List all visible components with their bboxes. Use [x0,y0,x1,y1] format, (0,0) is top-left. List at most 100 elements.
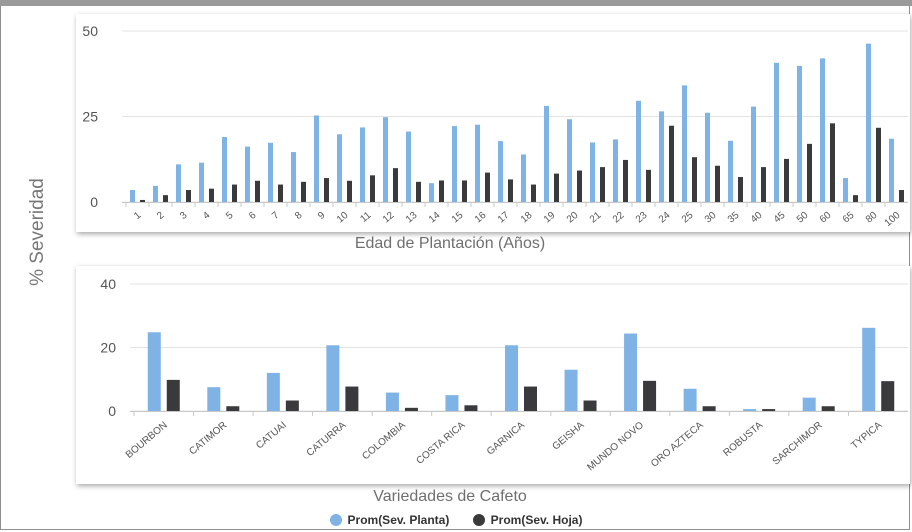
chart-variedades-cafeto: 0 20 40 BOURBON CATIMOR CATUAI CATURRA COLOMBIA… [100,276,908,473]
bar-planta [452,126,457,202]
x-tick-label: 11 [358,210,373,225]
bar-hoja [623,159,628,202]
bar-planta [889,138,894,202]
x-tick-label: 50 [795,210,811,226]
y-tick-label: 20 [100,340,116,356]
bar-planta [153,185,158,202]
y-tick-label: 0 [108,403,116,419]
x-tick-label: 6 [247,210,259,222]
window-top-bar [0,0,912,6]
bar-hoja [301,181,306,202]
bar-hoja [404,407,418,411]
x-tick-label: 35 [726,210,742,226]
x-tick-label: 25 [680,210,696,226]
bar-hoja [643,380,657,411]
bar-planta [385,392,399,411]
x-tick-label: 30 [703,210,719,226]
bar-planta [505,345,518,411]
bar-hoja [255,180,260,202]
bar-planta [624,333,638,411]
legend-dot-planta [329,513,342,526]
x-tick-label: 60 [818,210,834,226]
x-tick-label: CATUAI [254,420,289,452]
bar-hoja [285,400,299,411]
bar-planta [802,397,816,411]
bar-hoja [669,125,674,202]
bar-planta [176,164,181,202]
bar-hoja [807,143,812,202]
x-tick-label: SARCHIMOR [771,420,825,468]
bar-planta [445,395,459,411]
x-axis-title-variedades: Variedades de Cafeto [373,488,527,505]
bar-planta [613,139,618,202]
x-tick-label: 9 [316,210,328,222]
bar-hoja [370,175,375,202]
legend-item-hoja[interactable]: Prom(Sev. Hoja) [472,512,583,527]
bar-hoja [439,180,444,202]
bar-hoja [163,195,168,202]
chart-legend: Prom(Sev. Planta) Prom(Sev. Hoja) [0,512,912,532]
x-tick-label: 8 [293,210,305,222]
x-tick-label: 4 [201,210,213,222]
x-tick-label: CATURRA [305,420,349,459]
bar-hoja [345,386,359,411]
bar-hoja [485,172,490,202]
x-tick-label: 40 [749,210,765,226]
bar-hoja [646,169,651,202]
x-tick-label: 3 [178,210,190,222]
bar-hoja [464,405,478,411]
chart-card-edad: 0 25 50 1 2 3 4 5 6 7 8 9 10 11 12 13 14 15 16 17 18 19 20 21 22… [76,14,910,232]
bar-planta [498,141,503,202]
x-tick-label: GEISHA [550,420,586,453]
x-tick-label: 16 [473,210,489,226]
x-tick-label: 5 [224,210,236,222]
bar-hoja [140,199,145,202]
x-tick-label: 14 [427,210,443,226]
bar-planta [866,43,871,203]
bar-planta [705,112,710,202]
x-tick-label: COSTA RICA [414,420,467,467]
legend-item-planta[interactable]: Prom(Sev. Planta) [329,512,450,527]
x-tick-label: 22 [611,210,627,226]
bar-planta [406,131,411,202]
legend-label-hoja: Prom(Sev. Hoja) [490,512,583,527]
bar-planta [268,142,273,202]
bar-hoja [762,409,776,411]
bar-hoja [853,195,858,202]
x-tick-label: 19 [542,210,558,226]
bar-planta [429,183,434,202]
bar-hoja [232,184,237,202]
legend-label-planta: Prom(Sev. Planta) [347,512,450,527]
x-tick-label: 7 [270,210,282,222]
x-tick-label: ORO AZTECA [649,420,706,470]
bar-planta [728,140,733,202]
x-tick-label: ROBUSTA [722,420,766,459]
bar-hoja [531,184,536,202]
bar-planta [314,115,319,202]
bar-hoja [324,178,329,202]
y-tick-label: 25 [82,109,98,125]
y-tick-label: 50 [82,23,98,39]
bar-planta [266,372,280,411]
bar-planta [682,85,687,202]
bar-hoja [416,181,421,202]
bar-planta [774,62,779,202]
bar-hoja [738,177,743,202]
x-tick-label: 12 [381,210,397,226]
bar-planta [683,388,697,411]
bar-planta [147,332,161,411]
bar-planta [564,369,578,411]
x-tick-label: 18 [519,210,535,226]
bar-hoja [821,406,835,411]
bar-hoja [583,400,597,411]
y-tick-label: 0 [90,194,98,210]
bar-planta [843,178,848,202]
bar-hoja [577,170,582,202]
bar-planta [207,387,221,411]
legend-dot-hoja [472,513,485,526]
x-tick-label: 13 [404,210,420,226]
x-tick-label: TYPICA [849,420,884,452]
x-tick-label: 17 [496,210,512,226]
bar-hoja [784,158,789,202]
